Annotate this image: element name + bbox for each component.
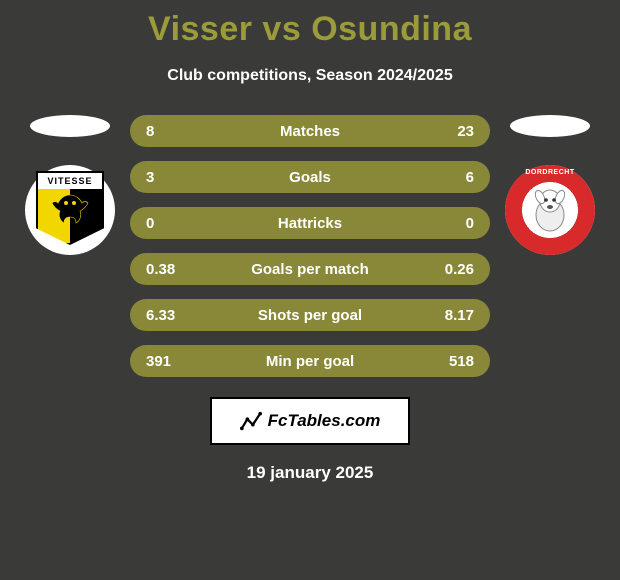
stat-left-value: 391: [146, 353, 171, 370]
stat-right-value: 518: [449, 353, 474, 370]
footer-brand-text: FcTables.com: [268, 411, 381, 431]
stat-right-value: 6: [466, 169, 474, 186]
stat-left-value: 6.33: [146, 307, 175, 324]
page-title: Visser vs Osundina: [0, 0, 620, 49]
stat-right-value: 0.26: [445, 261, 474, 278]
left-indicator: [30, 115, 110, 137]
stats-column: 8 Matches 23 3 Goals 6 0 Hattricks 0 0.3…: [130, 115, 490, 377]
stat-row: 3 Goals 6: [130, 161, 490, 193]
right-badge-label: DORDRECHT: [505, 169, 595, 176]
stat-row: 0.38 Goals per match 0.26: [130, 253, 490, 285]
stat-left-value: 3: [146, 169, 154, 186]
stat-row: 8 Matches 23: [130, 115, 490, 147]
stat-right-value: 23: [457, 123, 474, 140]
eagle-icon: [50, 193, 90, 229]
footer-brand: FcTables.com: [210, 397, 410, 445]
stat-row: 0 Hattricks 0: [130, 207, 490, 239]
stat-label: Matches: [280, 123, 340, 140]
stat-row: 6.33 Shots per goal 8.17: [130, 299, 490, 331]
stat-label: Hattricks: [278, 215, 342, 232]
stat-left-value: 0.38: [146, 261, 175, 278]
stat-label: Goals: [289, 169, 331, 186]
stat-left-value: 0: [146, 215, 154, 232]
stat-row: 391 Min per goal 518: [130, 345, 490, 377]
date-label: 19 january 2025: [0, 463, 620, 483]
stat-right-value: 0: [466, 215, 474, 232]
left-side: VITESSE: [20, 115, 120, 255]
chart-icon: [240, 410, 262, 432]
stat-left-value: 8: [146, 123, 154, 140]
sheep-icon: [528, 185, 572, 235]
stat-right-value: 8.17: [445, 307, 474, 324]
right-team-badge: DORDRECHT: [505, 165, 595, 255]
stat-label: Shots per goal: [258, 307, 362, 324]
stat-label: Goals per match: [251, 261, 369, 278]
left-team-badge: VITESSE: [25, 165, 115, 255]
stat-label: Min per goal: [266, 353, 354, 370]
comparison-content: VITESSE 8 Matches 23 3 Goals 6 0 Hattric…: [0, 115, 620, 377]
right-side: DORDRECHT: [500, 115, 600, 255]
left-badge-label: VITESSE: [36, 171, 104, 189]
right-indicator: [510, 115, 590, 137]
subtitle: Club competitions, Season 2024/2025: [0, 67, 620, 85]
